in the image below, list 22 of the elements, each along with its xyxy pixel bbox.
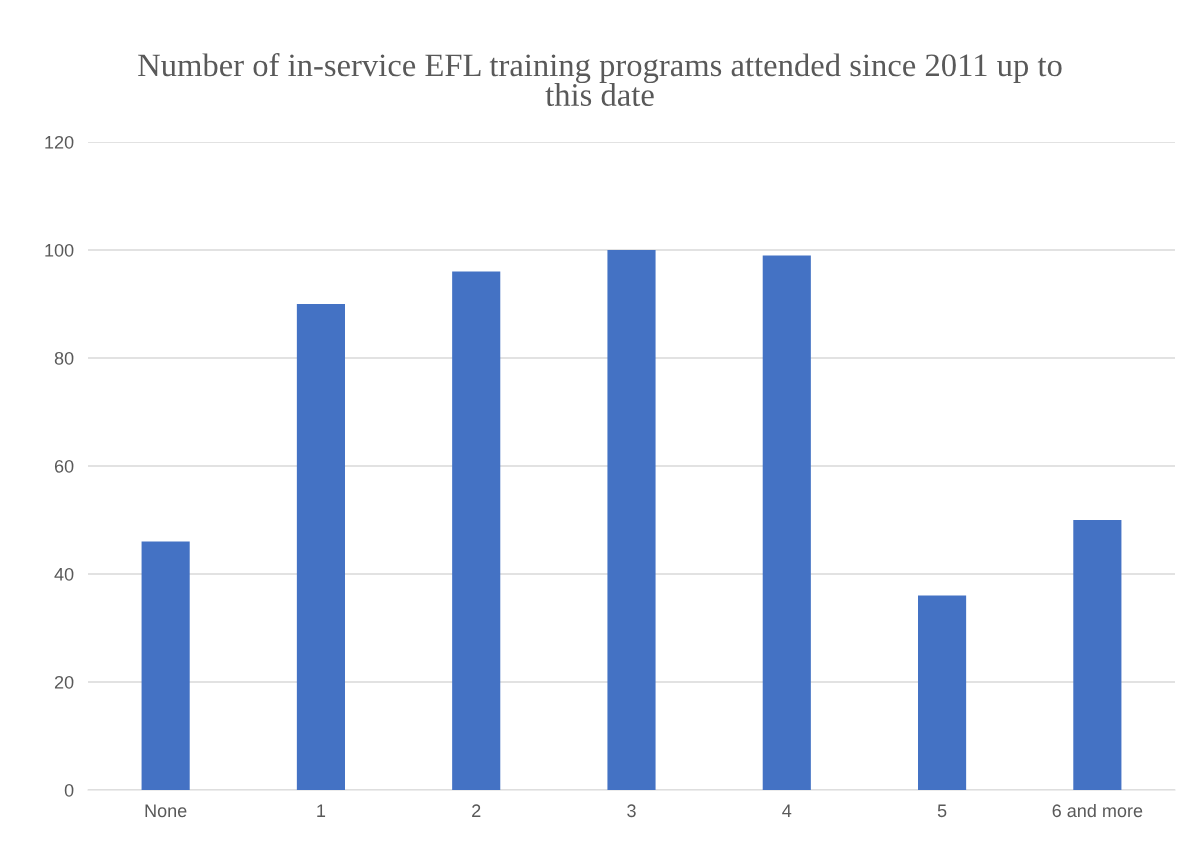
bar <box>607 250 656 790</box>
y-tick-label: 0 <box>64 783 74 797</box>
y-tick-label: 20 <box>54 675 74 689</box>
x-tick-label: None <box>145 804 187 818</box>
x-tick-label: 1 <box>317 804 326 817</box>
bar <box>452 271 501 790</box>
y-tick-label: 100 <box>45 243 74 257</box>
bar <box>918 595 967 790</box>
y-tick-label: 60 <box>54 459 74 473</box>
x-tick-label: 2 <box>472 804 481 817</box>
bar <box>141 541 190 790</box>
chart-title: Number of in-service EFL training programs attended since 2011 up to this date <box>138 53 1062 107</box>
x-tick-label: 4 <box>782 804 792 817</box>
bar <box>1073 520 1122 790</box>
y-tick-label: 40 <box>54 567 74 581</box>
x-tick-label: 5 <box>937 804 947 818</box>
y-tick-label: 80 <box>54 351 74 365</box>
x-tick-label: 3 <box>627 804 636 818</box>
x-tick-label: 6 and more <box>1052 803 1143 818</box>
y-tick-label: 120 <box>45 135 74 149</box>
bar <box>296 304 345 790</box>
bar <box>762 255 811 790</box>
